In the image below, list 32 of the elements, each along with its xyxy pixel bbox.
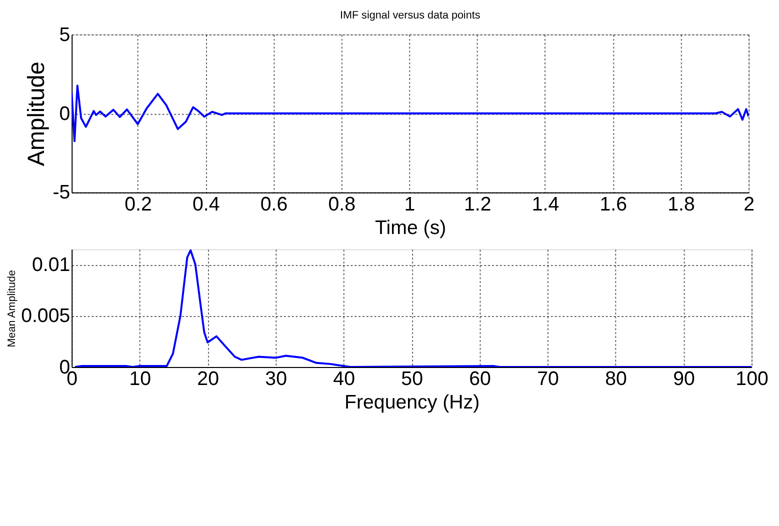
x-tick-label: 40 [333, 368, 356, 390]
x-tick-label: 20 [197, 368, 220, 390]
y-axis-title: Mean Amplitude [6, 270, 18, 348]
x-tick-label: 1.2 [464, 194, 492, 216]
line-series [74, 249, 752, 367]
x-tick-label: 1 [404, 194, 416, 216]
x-tick-label: 1.8 [668, 194, 695, 216]
x-tick-label: 10 [129, 368, 152, 390]
x-tick-label: 2 [744, 194, 755, 216]
y-tick-label: 0 [59, 102, 70, 125]
x-tick-label: 0.4 [192, 194, 220, 216]
y-axis-title: Amplitude [22, 62, 49, 166]
line-series [72, 84, 749, 142]
chart-title: IMF signal versus data points [340, 10, 480, 22]
x-tick-label: 80 [605, 368, 628, 390]
x-axis-title: Time (s) [375, 217, 446, 240]
x-tick-label: 0.2 [124, 194, 152, 216]
x-tick-label: 50 [401, 368, 424, 390]
x-tick-label: 90 [673, 368, 696, 390]
x-tick-label: 0.8 [328, 194, 356, 216]
y-tick-label: 5 [59, 24, 70, 46]
y-tick-label: 0.005 [21, 305, 70, 328]
x-tick-label: 100 [736, 368, 768, 390]
y-tick-label: 0.01 [32, 254, 70, 276]
x-tick-label: 60 [469, 368, 492, 390]
x-axis-title: Frequency (Hz) [344, 392, 480, 414]
x-tick-label: 1.4 [532, 194, 560, 216]
x-tick-label: 0.6 [260, 194, 288, 216]
x-tick-label: 30 [265, 368, 288, 390]
x-tick-label: 70 [537, 368, 560, 390]
y-tick-label: -5 [52, 182, 70, 204]
x-tick-label: 1.6 [600, 194, 628, 216]
